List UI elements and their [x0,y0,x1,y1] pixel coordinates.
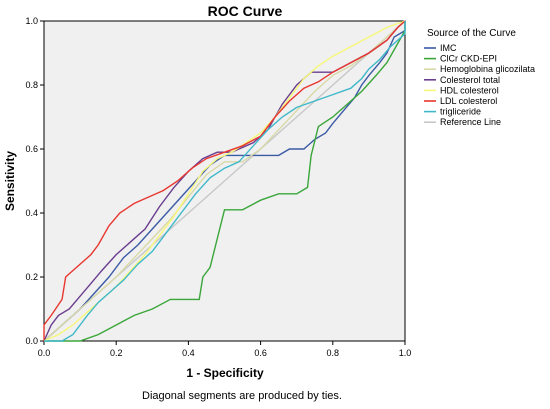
y-tick-label: 0.6 [25,144,38,154]
legend-label-colesterol-total: Colesterol total [440,75,500,85]
legend-title: Source of the Curve [427,28,516,39]
chart-title: ROC Curve [208,3,283,19]
legend-label-reference-line: Reference Line [440,117,501,127]
x-axis-title: 1 - Specificity [186,366,264,380]
legend-label-ldl-colesterol: LDL colesterol [440,96,497,106]
series-line-ldl-colesterol [43,20,406,341]
legend-label-trigliceride: trigliceride [440,107,481,117]
y-tick-label: 0.2 [25,272,38,282]
x-tick-label: 0.0 [38,348,51,358]
y-axis: 0.0 0.2 0.4 0.6 0.8 1.0 [25,16,44,346]
y-tick-label: 0.8 [25,80,38,90]
series-lines [43,20,406,342]
chart-footnote: Diagonal segments are produced by ties. [142,390,342,402]
legend-label-clcr-ckd-epi: ClCr CKD-EPI [440,54,497,64]
x-axis: 0.0 0.2 0.4 0.6 0.8 1.0 [38,341,412,358]
legend-label-hemoglobina-glicozilata: Hemoglobina glicozilata [440,64,535,74]
x-tick-label: 0.8 [327,348,340,358]
x-tick-label: 0.2 [110,348,123,358]
y-tick-label: 1.0 [25,16,38,26]
series-line-clcr-ckd-epi [44,21,406,342]
y-tick-label: 0.4 [25,208,38,218]
series-line-imc [43,21,406,342]
x-tick-label: 1.0 [399,348,412,358]
x-tick-label: 0.4 [182,348,195,358]
y-axis-title: Sensitivity [3,151,17,211]
series-line-hemoglobina-glicozilata [43,20,406,342]
x-tick-label: 0.6 [254,348,267,358]
series-line-trigliceride [44,21,406,342]
legend-label-hdl-colesterol: HDL colesterol [440,85,499,95]
y-tick-label: 0.0 [25,336,38,346]
legend-label-imc: IMC [440,43,457,53]
